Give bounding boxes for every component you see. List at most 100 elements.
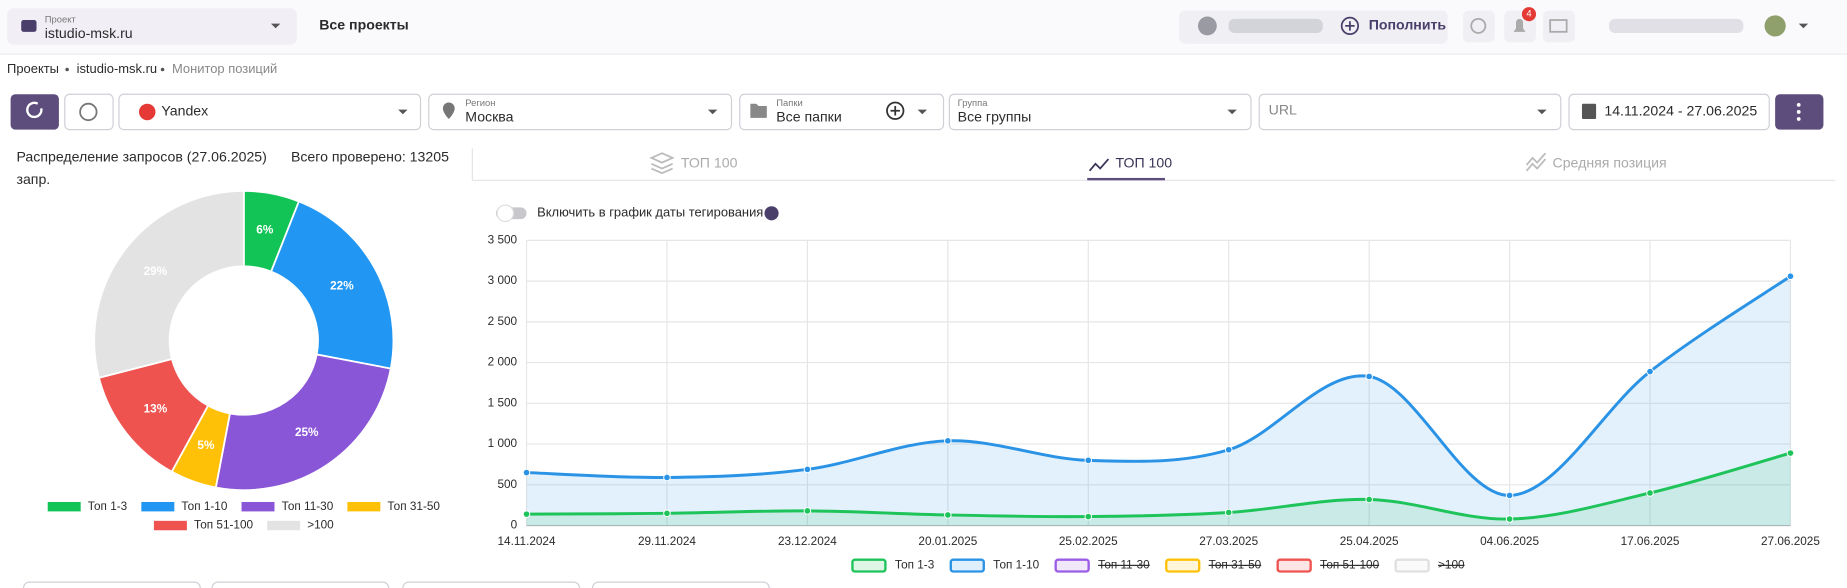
y-tick-label: 500 bbox=[497, 478, 517, 491]
x-tick-label: 27.03.2025 bbox=[1199, 535, 1258, 548]
legend-swatch bbox=[241, 501, 275, 512]
segment-label: 5% bbox=[197, 439, 215, 452]
point bbox=[1505, 491, 1514, 500]
x-tick-label: 27.06.2025 bbox=[1761, 535, 1820, 548]
point bbox=[1224, 508, 1233, 517]
y-tick-label: 2 500 bbox=[488, 315, 518, 328]
folder-icon bbox=[750, 103, 767, 118]
menu-dot bbox=[1796, 117, 1801, 121]
trend-icon bbox=[1525, 152, 1547, 172]
dates: 14.11.2024 - 27.06.2025 bbox=[1604, 103, 1757, 119]
project-label: Проект bbox=[45, 14, 77, 25]
point bbox=[1646, 489, 1654, 497]
group-select[interactable] bbox=[948, 93, 1252, 131]
badge bbox=[1521, 7, 1537, 22]
point bbox=[1084, 456, 1093, 465]
plus-icon-cross bbox=[1345, 21, 1355, 31]
point bbox=[1786, 449, 1795, 457]
legend-swatch bbox=[949, 558, 985, 573]
legend-swatch bbox=[851, 558, 887, 573]
y-tick-label: 0 bbox=[511, 519, 518, 532]
briefcase-icon bbox=[21, 20, 37, 32]
refresh-button[interactable] bbox=[10, 94, 59, 130]
pin-icon bbox=[442, 102, 455, 120]
legend-swatch bbox=[141, 501, 175, 512]
menu-dot bbox=[1796, 102, 1801, 107]
legend-label[interactable]: Топ 51-100 bbox=[1320, 559, 1380, 572]
url-select[interactable] bbox=[1258, 93, 1562, 131]
segment-label: 25% bbox=[295, 426, 319, 439]
project-select[interactable] bbox=[7, 8, 297, 45]
y-tick-label: 3 500 bbox=[488, 233, 518, 246]
y-tick-label: 3 000 bbox=[488, 274, 518, 287]
dropdown-arrow bbox=[270, 23, 281, 29]
legend-label[interactable]: Топ 31-50 bbox=[1209, 559, 1262, 572]
mail-button[interactable] bbox=[1543, 10, 1575, 43]
blurred-balance bbox=[1228, 18, 1323, 33]
point bbox=[944, 437, 952, 445]
point bbox=[803, 465, 812, 474]
region-label: Регион bbox=[465, 97, 495, 108]
legend-label: Топ 11-30 bbox=[282, 500, 334, 513]
y-tick-label: 1 500 bbox=[488, 396, 518, 409]
donut-segment bbox=[93, 190, 245, 379]
check-icon bbox=[1470, 17, 1487, 34]
point bbox=[1646, 367, 1654, 376]
add-folder-cross bbox=[890, 106, 900, 116]
region-select[interactable] bbox=[428, 93, 733, 131]
add-folder[interactable] bbox=[886, 101, 905, 120]
refresh-icon bbox=[26, 101, 43, 119]
tab[interactable]: ТОП 100 bbox=[1116, 155, 1173, 171]
donut-segment bbox=[270, 200, 395, 370]
engine-select[interactable] bbox=[118, 93, 422, 131]
folders-label: Папки bbox=[776, 97, 802, 108]
x-tick-label: 20.01.2025 bbox=[918, 535, 977, 548]
dropdown-arrow bbox=[917, 109, 928, 115]
breadcrumb[interactable]: istudio-msk.ru bbox=[77, 61, 158, 76]
history-button[interactable] bbox=[64, 93, 114, 131]
point bbox=[522, 510, 531, 518]
legend-swatch bbox=[267, 520, 301, 531]
toggle-knob[interactable] bbox=[496, 204, 515, 223]
legend-swatch bbox=[1165, 558, 1201, 573]
y-tick-label: 1 000 bbox=[488, 437, 518, 450]
help-icon[interactable] bbox=[764, 206, 779, 221]
dropdown-arrow bbox=[1537, 109, 1547, 115]
trend-icon bbox=[1088, 158, 1110, 172]
segment-label: 6% bbox=[256, 224, 274, 237]
legend-label[interactable]: >100 bbox=[1438, 559, 1465, 572]
user-menu-arrow[interactable] bbox=[1798, 23, 1809, 29]
project-name: istudio-msk.ru bbox=[45, 25, 133, 41]
breadcrumb[interactable]: Проекты bbox=[7, 61, 59, 76]
avatar[interactable] bbox=[1764, 15, 1786, 37]
legend-label[interactable]: Топ 11-30 bbox=[1098, 559, 1150, 572]
point bbox=[663, 509, 671, 518]
group: Все группы bbox=[958, 109, 1032, 125]
tab[interactable]: ТОП 100 bbox=[681, 155, 738, 171]
date-range[interactable] bbox=[1568, 93, 1770, 131]
tasks-button[interactable] bbox=[1462, 10, 1495, 43]
legend-label: Топ 31-50 bbox=[387, 500, 440, 513]
legend-swatch bbox=[1276, 558, 1312, 573]
breadcrumb-dot bbox=[160, 67, 165, 72]
engine: Yandex bbox=[161, 103, 208, 119]
group-label: Группа bbox=[958, 97, 989, 108]
top-up[interactable]: Пополнить bbox=[1369, 17, 1447, 33]
card-edge bbox=[211, 581, 390, 588]
all-projects[interactable]: Все проекты bbox=[319, 17, 409, 33]
legend-label[interactable]: Топ 1-3 bbox=[895, 559, 935, 572]
tab[interactable]: Средняя позиция bbox=[1553, 155, 1667, 171]
legend-swatch bbox=[153, 520, 187, 531]
line bbox=[526, 275, 1792, 497]
card-edge bbox=[402, 581, 581, 588]
bell-icon bbox=[1513, 18, 1526, 32]
plus-icon[interactable] bbox=[1340, 16, 1360, 36]
dropdown-arrow bbox=[707, 109, 718, 115]
point bbox=[1365, 372, 1373, 381]
legend-label: Топ 51-100 bbox=[194, 519, 254, 532]
blurred-email bbox=[1609, 18, 1744, 33]
header-bar bbox=[0, 0, 1847, 55]
segment-label: 29% bbox=[144, 265, 168, 278]
legend-label[interactable]: Топ 1-10 bbox=[993, 559, 1039, 572]
